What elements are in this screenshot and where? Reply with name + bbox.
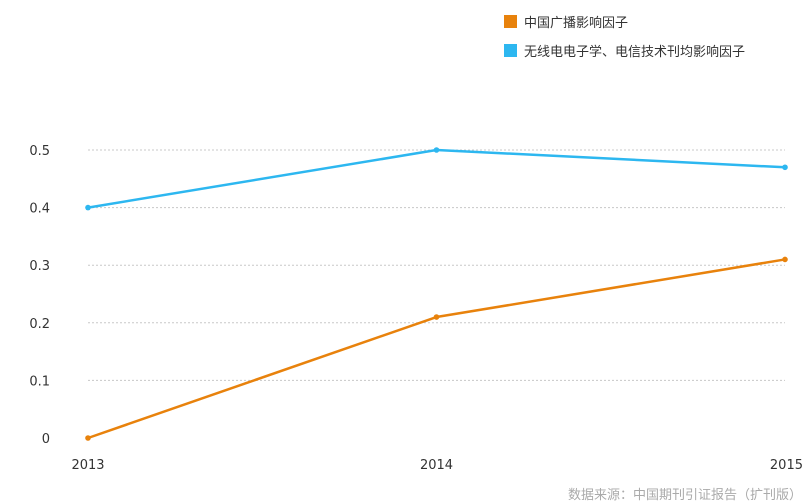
- y-tick-label: 0.3: [29, 259, 50, 274]
- legend-label-series-1: 中国广播影响因子: [524, 16, 629, 31]
- legend-swatch-series-1: [504, 15, 517, 28]
- legend-swatch-series-2: [504, 44, 517, 57]
- x-tick-label: 2015: [770, 458, 803, 473]
- data-point[interactable]: [85, 435, 91, 441]
- y-tick-label: 0.5: [29, 144, 50, 159]
- x-tick-label: 2013: [71, 458, 104, 473]
- x-axis-ticks: 2013 2014 2015: [71, 458, 803, 473]
- data-point[interactable]: [782, 256, 788, 263]
- series-line-2: [87, 148, 786, 209]
- x-tick-label: 2014: [420, 458, 453, 473]
- data-source-note: 数据来源：中国期刊引证报告（扩刊版）: [567, 488, 802, 503]
- data-point[interactable]: [782, 164, 788, 171]
- y-axis-ticks: 0 0.1 0.2 0.3 0.4 0.5: [29, 144, 50, 447]
- data-point[interactable]: [433, 147, 440, 153]
- series-lines: [85, 147, 788, 441]
- data-point[interactable]: [433, 314, 440, 320]
- grid-lines: [88, 149, 785, 381]
- data-point[interactable]: [85, 204, 91, 211]
- y-tick-label: 0.1: [29, 374, 50, 389]
- legend-label-series-2: 无线电电子学、电信技术刊均影响因子: [524, 45, 746, 60]
- series-line-1: [87, 258, 786, 440]
- legend-item-series-2[interactable]: 无线电电子学、电信技术刊均影响因子: [504, 41, 745, 60]
- y-tick-label: 0: [42, 432, 50, 447]
- y-tick-label: 0.4: [29, 202, 50, 217]
- y-tick-label: 0.2: [29, 317, 50, 332]
- legend-item-series-1[interactable]: 中国广播影响因子: [504, 12, 628, 31]
